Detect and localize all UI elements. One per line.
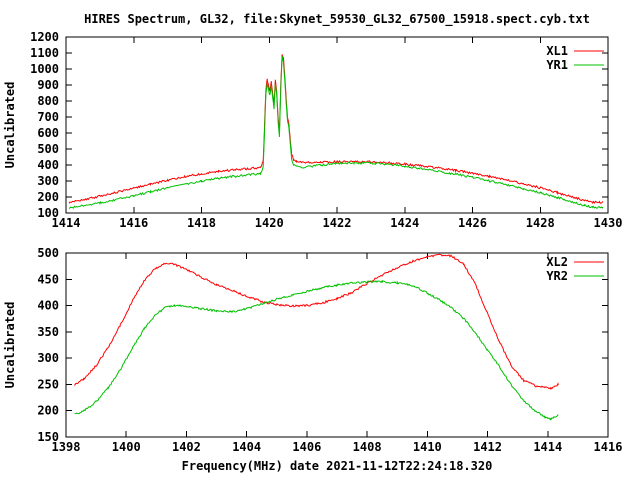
top-y-axis-label: Uncalibrated [3,82,17,169]
x-tick-label: 1412 [473,440,502,454]
plot-border [65,252,609,438]
series-line-yr1 [68,55,604,209]
x-tick-label: 1410 [413,440,442,454]
x-tick-label: 1426 [458,216,487,230]
y-tick-label: 500 [37,246,59,260]
y-tick-label: 700 [37,110,59,124]
y-tick-label: 600 [37,126,59,140]
x-tick-label: 1416 [119,216,148,230]
legend-label-yr1: YR1 [546,58,568,72]
legend-label-yr2: YR2 [546,269,568,283]
y-tick-label: 350 [37,325,59,339]
y-tick-label: 200 [37,190,59,204]
bottom-y-axis-label: Uncalibrated [3,302,17,389]
x-tick-label: 1414 [52,216,81,230]
x-tick-label: 1420 [255,216,284,230]
y-tick-label: 1200 [30,30,59,44]
legend-label-xl2: XL2 [546,255,568,269]
y-tick-label: 200 [37,404,59,418]
y-tick-label: 900 [37,78,59,92]
y-tick-label: 300 [37,351,59,365]
x-tick-label: 1430 [594,216,623,230]
y-tick-label: 400 [37,299,59,313]
x-tick-label: 1424 [390,216,419,230]
legend-label-xl1: XL1 [546,44,568,58]
y-tick-label: 500 [37,142,59,156]
x-axis-label: Frequency(MHz) date 2021-11-12T22:24:18.… [182,459,493,473]
x-tick-label: 1400 [112,440,141,454]
x-tick-label: 1398 [52,440,81,454]
y-tick-label: 100 [37,206,59,220]
x-tick-label: 1416 [594,440,623,454]
plot-title: HIRES Spectrum, GL32, file:Skynet_59530_… [84,12,590,27]
y-tick-label: 450 [37,272,59,286]
series-line-yr2 [74,279,559,421]
series-line-xl2 [74,253,559,391]
tick-marks [65,36,609,214]
x-tick-label: 1406 [292,440,321,454]
x-tick-label: 1428 [526,216,555,230]
series-line-xl1 [68,54,604,205]
y-tick-label: 400 [37,158,59,172]
y-tick-label: 1100 [30,46,59,60]
x-tick-label: 1402 [172,440,201,454]
plot-border [65,36,609,214]
x-tick-label: 1408 [353,440,382,454]
top-panel: 1414 1416 1418 1420 1422 1424 1426 1428 1430 100 2… [30,30,622,230]
x-tick-label: 1418 [187,216,216,230]
bottom-panel: 1398 1400 1402 1404 1406 1408 1410 1412 1414 1416… [37,246,622,454]
x-tick-label: 1404 [232,440,261,454]
y-tick-label: 800 [37,94,59,108]
y-tick-label: 1000 [30,62,59,76]
y-tick-label: 150 [37,430,59,444]
x-tick-label: 1414 [533,440,562,454]
x-tick-label: 1422 [323,216,352,230]
y-tick-label: 300 [37,174,59,188]
y-tick-label: 250 [37,377,59,391]
